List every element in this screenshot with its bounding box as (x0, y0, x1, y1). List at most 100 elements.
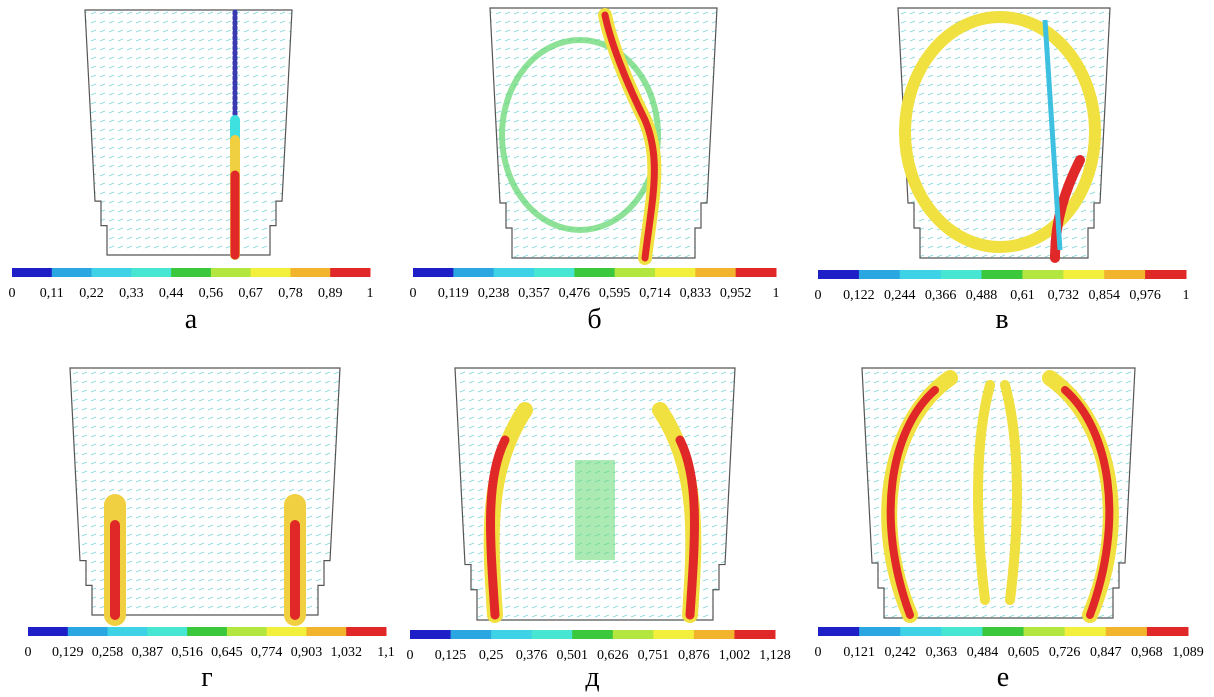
colorbar-segment (413, 268, 454, 277)
colorbar-segment (346, 627, 387, 636)
colorbar-segment (655, 268, 696, 277)
colorbar-tick-label: 0,242 (884, 645, 916, 660)
colorbar-tick-label: 1,002 (719, 648, 751, 663)
colorbar-segment (67, 627, 109, 636)
colorbar-segment (91, 268, 132, 277)
colorbar-segment (226, 627, 268, 636)
colorbar-tick-label: 1 (367, 286, 374, 301)
colorbar-tick-label: 0,847 (1090, 645, 1122, 660)
colorbar-segment (107, 627, 148, 636)
colorbar-tick-label: 0,258 (92, 645, 124, 660)
colorbar-segment (818, 627, 860, 636)
colorbar-segment (899, 270, 942, 279)
jets (104, 8, 1119, 626)
colorbar-segment (734, 630, 776, 639)
panel-label: а (185, 304, 198, 335)
vector-fields (69, 7, 1136, 621)
colorbar-tick-label: 0,726 (1049, 645, 1081, 660)
colorbar-segment (695, 268, 737, 277)
vessel-outline (861, 367, 1136, 619)
colorbar-tick-label: 1,032 (330, 645, 362, 660)
colorbar-tick-label: 0,67 (238, 286, 263, 301)
colorbar-tick-label: 0,484 (967, 645, 999, 660)
colorbar-segment (491, 630, 533, 639)
colorbar-segment (250, 268, 291, 277)
colorbar-tick-label: 0,751 (638, 648, 670, 663)
colorbar-segment (981, 270, 1023, 279)
colorbar-segment (574, 268, 616, 277)
colorbar-segment (900, 627, 942, 636)
colorbar-tick-label: 0 (815, 645, 822, 660)
colorbar-tick-label: 1 (773, 286, 780, 301)
colorbar-segment (290, 268, 331, 277)
colorbar-segment (859, 627, 901, 636)
colorbar-tick-label: 1,089 (1172, 645, 1204, 660)
colorbar-tick-label: 0,595 (599, 286, 631, 301)
colorbar-tick-label: 0,121 (843, 645, 875, 660)
colorbar-segment (210, 268, 252, 277)
colorbar-tick-label: 0 (815, 288, 822, 303)
colorbar-segment (330, 268, 371, 277)
colorbar-tick-label: 0,903 (291, 645, 323, 660)
colorbar-segment (735, 268, 777, 277)
colorbar-tick-label: 0,376 (516, 648, 548, 663)
colorbar-tick-label: 0,501 (556, 648, 588, 663)
colorbar-segment (982, 627, 1025, 636)
colorbar-tick-label: 1,128 (759, 648, 791, 663)
colorbar-segment (531, 630, 573, 639)
colorbar-tick-label: 0,774 (251, 645, 283, 660)
colorbar-tick-label: 0,476 (559, 286, 591, 301)
colorbar-segment (1104, 270, 1146, 279)
colorbar-segment (453, 268, 495, 277)
colorbar-tick-label: 0,238 (478, 286, 510, 301)
colorbar-tick-label: 0,952 (720, 286, 752, 301)
colorbar-segment (306, 627, 347, 636)
colorbar-tick-label: 0,119 (438, 286, 469, 301)
colorbar-tick-label: 0,626 (597, 648, 629, 663)
colorbar-segment (534, 268, 575, 277)
vessel-outline (489, 7, 718, 259)
colorbar-segment (612, 630, 654, 639)
colorbar-tick-label: 0,645 (211, 645, 243, 660)
colorbar-tick-label: 0,833 (680, 286, 712, 301)
colorbar-segment (1145, 270, 1187, 279)
colorbar-segment (858, 270, 901, 279)
colorbar-tick-label: 1,1 (377, 645, 395, 660)
colorbar-segment (1146, 627, 1189, 636)
colorbar-tick-label: 0,876 (678, 648, 710, 663)
colorbar-tick-label: 0,244 (884, 288, 916, 303)
colorbar-tick-label: 0,387 (132, 645, 164, 660)
colorbar-segment (51, 268, 93, 277)
colorbar-tick-label: 0,25 (479, 648, 504, 663)
colorbar-tick-label: 0 (9, 286, 16, 301)
colorbar-segment (1064, 627, 1107, 636)
colorbar-tick-label: 0,11 (40, 286, 64, 301)
colorbar-segment (131, 268, 172, 277)
colorbar-tick-label: 0,854 (1088, 288, 1120, 303)
panel-label: д (585, 662, 599, 693)
colorbar-tick-label: 0,976 (1129, 288, 1161, 303)
colorbar-tick-label: 0 (25, 645, 32, 660)
colorbar-tick-label: 1 (1183, 288, 1190, 303)
colorbar-tick-label: 0,89 (318, 286, 343, 301)
colorbar-segment (941, 627, 983, 636)
vessel-outline (84, 9, 293, 256)
colorbar-segment (1023, 627, 1066, 636)
colorbar-segment (693, 630, 735, 639)
colorbar-tick-label: 0,56 (199, 286, 224, 301)
colorbar-segment (187, 627, 228, 636)
colorbar-segment (266, 627, 307, 636)
colorbar-tick-label: 0,22 (79, 286, 104, 301)
colorbar-segment (147, 627, 188, 636)
panel-label: б (587, 304, 601, 335)
colorbar-tick-label: 0,125 (435, 648, 467, 663)
colorbar-segment (653, 630, 695, 639)
colorbar-tick-label: 0 (410, 286, 417, 301)
colorbar-tick-label: 0,488 (966, 288, 998, 303)
colorbar-segment (410, 630, 452, 639)
colorbar-tick-label: 0 (407, 648, 414, 663)
colorbar-segment (940, 270, 983, 279)
colorbar-segment (1105, 627, 1148, 636)
colorbar-tick-label: 0,732 (1048, 288, 1080, 303)
